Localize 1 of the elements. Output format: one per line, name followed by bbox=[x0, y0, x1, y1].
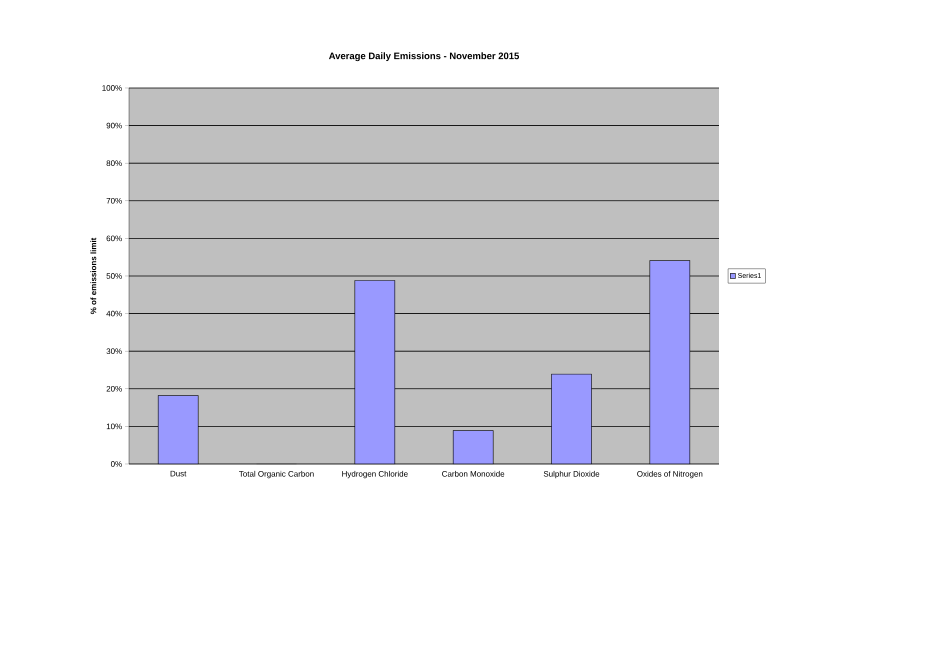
chart-title: Average Daily Emissions - November 2015 bbox=[328, 52, 520, 62]
